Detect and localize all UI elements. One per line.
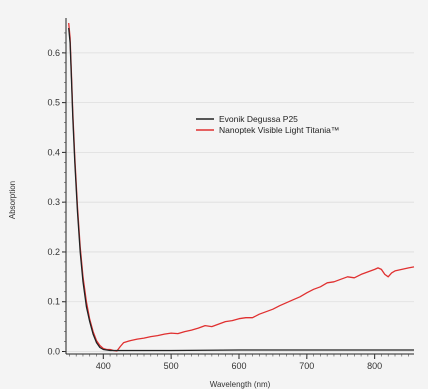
y-tick-label-5: 0.5 <box>47 98 60 108</box>
grid-lines <box>66 52 414 352</box>
series-line-1 <box>68 22 415 352</box>
y-tick-label-3: 0.3 <box>47 197 60 207</box>
axes: 0.0 0.1 0.2 0.3 0.4 0.5 0.6 400 500 600 700 800 <box>47 18 414 371</box>
plot-background <box>66 18 414 354</box>
x-tick-label-2: 600 <box>231 361 246 371</box>
y-tick-label-4: 0.4 <box>47 147 60 157</box>
y-axis-title: Absorption <box>8 181 17 219</box>
x-tick-label-0: 400 <box>96 361 111 371</box>
y-tick-label-2: 0.2 <box>47 247 60 257</box>
legend-label-1: Nanoptek Visible Light Titania™ <box>219 125 339 135</box>
x-tick-label-1: 500 <box>164 361 179 371</box>
x-tick-label-4: 800 <box>367 361 382 371</box>
data-series <box>68 22 415 352</box>
y-tick-label-1: 0.1 <box>47 297 60 307</box>
y-tick-label-0: 0.0 <box>47 347 60 357</box>
x-axis-title: Wavelength (nm) <box>210 380 271 389</box>
legend-label-0: Evonik Degussa P25 <box>219 114 298 124</box>
series-line-0 <box>68 27 414 352</box>
x-tick-label-3: 700 <box>299 361 314 371</box>
y-tick-label-6: 0.6 <box>47 48 60 58</box>
